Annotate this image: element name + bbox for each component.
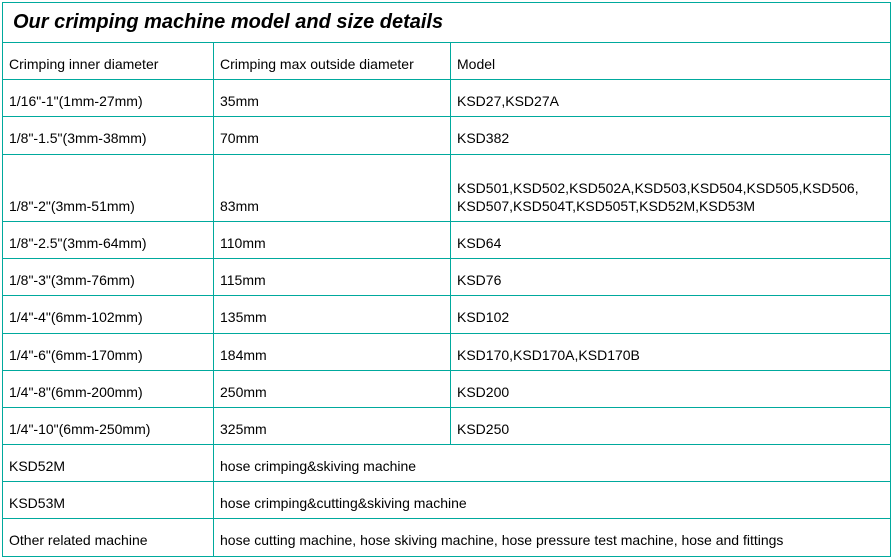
cell-description: hose crimping&cutting&skiving machine bbox=[214, 482, 891, 518]
cell-description: hose cutting machine, hose skiving machi… bbox=[214, 519, 891, 555]
cell-inner-diameter: 1/16"-1"(1mm-27mm) bbox=[3, 80, 214, 116]
table-row: 1/4"-8"(6mm-200mm)250mmKSD200 bbox=[3, 371, 891, 408]
table-row: 1/4"-4"(6mm-102mm)135mmKSD102 bbox=[3, 296, 891, 333]
cell-inner-diameter: 1/8"-2.5"(3mm-64mm) bbox=[3, 222, 214, 258]
cell-outside-diameter: 110mm bbox=[214, 222, 451, 258]
cell-model: KSD200 bbox=[451, 371, 891, 407]
body-rows: 1/16"-1"(1mm-27mm)35mmKSD27,KSD27A1/8"-1… bbox=[3, 80, 891, 445]
cell-model: KSD250 bbox=[451, 408, 891, 444]
header-row: Crimping inner diameter Crimping max out… bbox=[3, 43, 891, 80]
cell-model: KSD382 bbox=[451, 117, 891, 153]
cell-label: KSD53M bbox=[3, 482, 214, 518]
cell-model: KSD76 bbox=[451, 259, 891, 295]
table-row: KSD53Mhose crimping&cutting&skiving mach… bbox=[3, 482, 891, 519]
cell-model: KSD170,KSD170A,KSD170B bbox=[451, 334, 891, 370]
header-col2: Crimping max outside diameter bbox=[214, 43, 451, 79]
table-row: 1/16"-1"(1mm-27mm)35mmKSD27,KSD27A bbox=[3, 80, 891, 117]
cell-outside-diameter: 184mm bbox=[214, 334, 451, 370]
cell-model: KSD27,KSD27A bbox=[451, 80, 891, 116]
table-title-row: Our crimping machine model and size deta… bbox=[3, 3, 891, 43]
cell-label: Other related machine bbox=[3, 519, 214, 555]
cell-outside-diameter: 135mm bbox=[214, 296, 451, 332]
cell-label: KSD52M bbox=[3, 445, 214, 481]
cell-outside-diameter: 325mm bbox=[214, 408, 451, 444]
table-row: 1/4"-6"(6mm-170mm)184mmKSD170,KSD170A,KS… bbox=[3, 334, 891, 371]
table-row: 1/8"-3"(3mm-76mm)115mmKSD76 bbox=[3, 259, 891, 296]
cell-inner-diameter: 1/8"-3"(3mm-76mm) bbox=[3, 259, 214, 295]
cell-inner-diameter: 1/4"-8"(6mm-200mm) bbox=[3, 371, 214, 407]
cell-outside-diameter: 70mm bbox=[214, 117, 451, 153]
header-col3: Model bbox=[451, 43, 891, 79]
table-row: 1/8"-2.5"(3mm-64mm)110mmKSD64 bbox=[3, 222, 891, 259]
header-col1: Crimping inner diameter bbox=[3, 43, 214, 79]
table-row: 1/8"-1.5"(3mm-38mm)70mmKSD382 bbox=[3, 117, 891, 154]
footer-rows: KSD52Mhose crimping&skiving machineKSD53… bbox=[3, 445, 891, 557]
cell-outside-diameter: 115mm bbox=[214, 259, 451, 295]
table-row: Other related machinehose cutting machin… bbox=[3, 519, 891, 556]
cell-model: KSD64 bbox=[451, 222, 891, 258]
table-row: 1/4"-10"(6mm-250mm)325mmKSD250 bbox=[3, 408, 891, 445]
cell-inner-diameter: 1/8"-1.5"(3mm-38mm) bbox=[3, 117, 214, 153]
cell-outside-diameter: 35mm bbox=[214, 80, 451, 116]
table-row: 1/8"-2"(3mm-51mm)83mmKSD501,KSD502,KSD50… bbox=[3, 155, 891, 222]
cell-model: KSD102 bbox=[451, 296, 891, 332]
machine-details-table: Our crimping machine model and size deta… bbox=[2, 2, 891, 557]
cell-outside-diameter: 250mm bbox=[214, 371, 451, 407]
cell-model: KSD501,KSD502,KSD502A,KSD503,KSD504,KSD5… bbox=[451, 155, 891, 221]
cell-outside-diameter: 83mm bbox=[214, 155, 451, 221]
cell-inner-diameter: 1/8"-2"(3mm-51mm) bbox=[3, 155, 214, 221]
cell-inner-diameter: 1/4"-10"(6mm-250mm) bbox=[3, 408, 214, 444]
cell-description: hose crimping&skiving machine bbox=[214, 445, 891, 481]
cell-inner-diameter: 1/4"-4"(6mm-102mm) bbox=[3, 296, 214, 332]
cell-inner-diameter: 1/4"-6"(6mm-170mm) bbox=[3, 334, 214, 370]
table-title: Our crimping machine model and size deta… bbox=[13, 11, 880, 34]
table-row: KSD52Mhose crimping&skiving machine bbox=[3, 445, 891, 482]
